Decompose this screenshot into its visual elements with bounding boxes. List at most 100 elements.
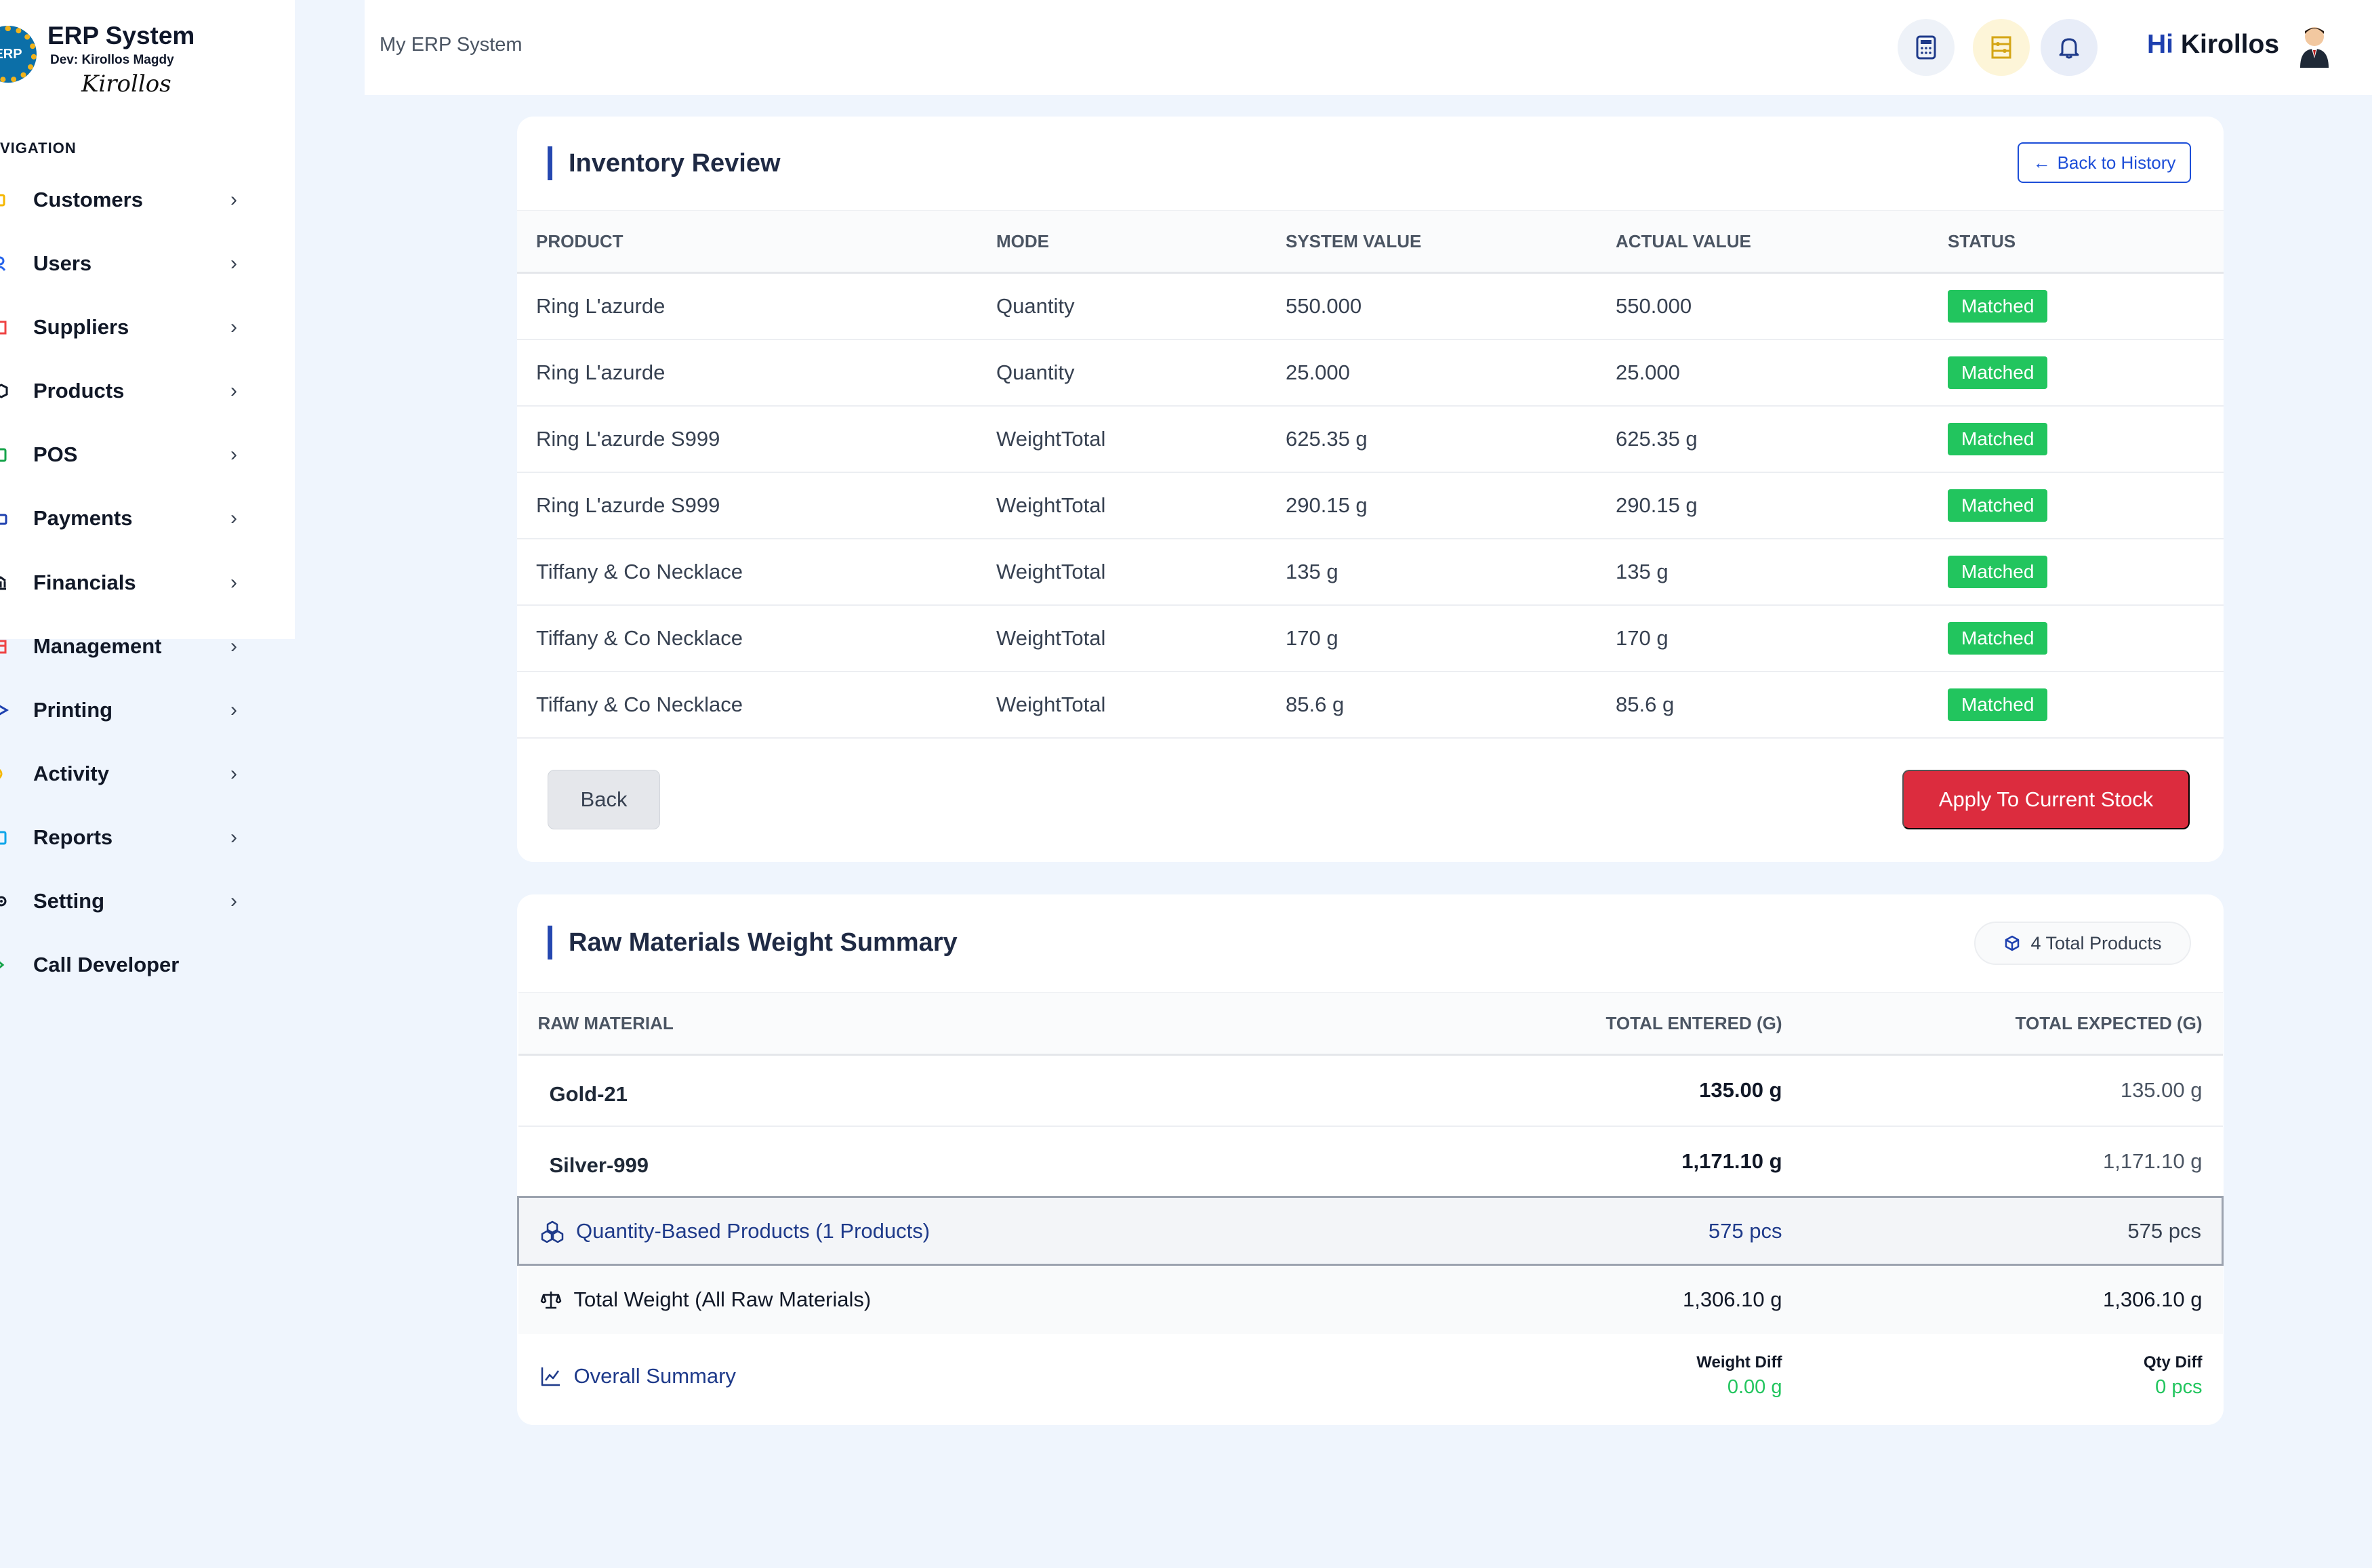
avatar[interactable] bbox=[2296, 24, 2333, 68]
abacus-button[interactable] bbox=[1973, 19, 2030, 76]
table-header-row: RAW MATERIAL TOTAL ENTERED (G) TOTAL EXP… bbox=[518, 992, 2223, 1056]
quantity-based-label-cell: Quantity-Based Products (1 Products) bbox=[517, 1196, 1383, 1266]
mode-cell: Quantity bbox=[996, 339, 1286, 407]
table-row: Silver-999 1,171.10 g 1,171.10 g bbox=[518, 1126, 2223, 1198]
brand[interactable]: ERP ERP System Dev: Kirollos Magdy Kirol… bbox=[0, 12, 203, 100]
entered-cell: 1,171.10 g bbox=[1382, 1126, 1782, 1198]
reports-icon bbox=[0, 830, 9, 845]
actual-value-cell: 290.15 g bbox=[1616, 472, 1948, 539]
product-cell: Tiffany & Co Necklace bbox=[517, 538, 996, 606]
calculator-button[interactable] bbox=[1898, 19, 1955, 76]
qty-diff-value: 0 pcs bbox=[2155, 1376, 2203, 1398]
financials-icon bbox=[0, 575, 9, 590]
material-name-cell: Gold-21 bbox=[518, 1054, 1383, 1127]
sidebar-item-reports[interactable]: Reports › bbox=[0, 817, 258, 858]
sidebar-item-financials[interactable]: Financials › bbox=[0, 562, 258, 603]
actual-value-cell: 170 g bbox=[1616, 604, 1948, 672]
raw-materials-card: Raw Materials Weight Summary 4 Total Pro… bbox=[517, 894, 2224, 1425]
erp-logo-icon: ERP bbox=[0, 26, 37, 83]
actual-value-cell: 135 g bbox=[1616, 538, 1948, 606]
total-weight-row: Total Weight (All Raw Materials) 1,306.1… bbox=[518, 1264, 2223, 1334]
sidebar-item-label: Users bbox=[33, 251, 92, 275]
sidebar-item-setting[interactable]: Setting › bbox=[0, 881, 258, 922]
entered-cell: 575 pcs bbox=[1382, 1196, 1782, 1266]
bell-icon bbox=[2059, 38, 2079, 59]
sidebar-item-label: Printing bbox=[33, 698, 113, 722]
notifications-button[interactable] bbox=[2041, 19, 2098, 76]
column-header-raw-material: RAW MATERIAL bbox=[518, 992, 1383, 1056]
actual-value-cell: 85.6 g bbox=[1616, 671, 1948, 739]
status-cell: Matched bbox=[1948, 272, 2224, 340]
weight-diff-value: 0.00 g bbox=[1727, 1376, 1782, 1398]
sidebar-item-suppliers[interactable]: Suppliers › bbox=[0, 307, 258, 348]
sidebar: ERP ERP System Dev: Kirollos Magdy Kirol… bbox=[0, 0, 295, 976]
sidebar-item-call-developer[interactable]: Call Developer bbox=[0, 945, 258, 985]
user-name: Kirollos bbox=[2180, 30, 2280, 59]
sidebar-item-label: Products bbox=[33, 379, 125, 403]
system-value-cell: 135 g bbox=[1286, 538, 1616, 606]
mode-cell: WeightTotal bbox=[996, 671, 1286, 739]
quantity-based-label: Quantity-Based Products (1 Products) bbox=[576, 1218, 931, 1243]
calculator-icon bbox=[1916, 35, 1936, 60]
weight-diff-label: Weight Diff bbox=[1696, 1353, 1782, 1371]
apply-to-current-stock-button[interactable]: Apply To Current Stock bbox=[1902, 770, 2190, 829]
sidebar-item-pos[interactable]: POS › bbox=[0, 434, 258, 475]
column-header-status: STATUS bbox=[1948, 210, 2224, 274]
abacus-icon bbox=[1991, 36, 2011, 59]
table-row: Ring L'azurde S999 WeightTotal 290.15 g … bbox=[517, 472, 2224, 539]
sidebar-item-printing[interactable]: Printing › bbox=[0, 690, 258, 730]
sidebar-item-label: Financials bbox=[33, 571, 136, 594]
status-badge: Matched bbox=[1948, 422, 2048, 455]
entered-cell: 135.00 g bbox=[1382, 1054, 1782, 1127]
qty-diff-cell: Qty Diff 0 pcs bbox=[1782, 1334, 2223, 1418]
mode-cell: WeightTotal bbox=[996, 405, 1286, 473]
chevron-right-icon: › bbox=[230, 699, 237, 721]
brand-dev-credit: Dev: Kirollos Magdy bbox=[50, 53, 174, 67]
chart-line-icon bbox=[541, 1367, 560, 1386]
actual-value-cell: 625.35 g bbox=[1616, 405, 1948, 473]
overall-summary-label-cell: Overall Summary bbox=[518, 1334, 1383, 1418]
greeting-hi: Hi bbox=[2147, 30, 2173, 59]
sidebar-item-label: Reports bbox=[33, 825, 113, 849]
sidebar-item-customers[interactable]: Customers › bbox=[0, 180, 258, 220]
customers-icon bbox=[0, 192, 9, 207]
back-button[interactable]: Back bbox=[548, 770, 660, 829]
table-header-row: PRODUCT MODE SYSTEM VALUE ACTUAL VALUE S… bbox=[517, 210, 2224, 274]
status-badge: Matched bbox=[1948, 289, 2048, 323]
product-cell: Ring L'azurde bbox=[517, 272, 996, 340]
inventory-review-title: Inventory Review bbox=[548, 146, 781, 180]
status-badge: Matched bbox=[1948, 621, 2048, 655]
boxes-icon bbox=[541, 1220, 564, 1243]
sidebar-item-management[interactable]: Management › bbox=[0, 626, 258, 667]
status-badge: Matched bbox=[1948, 489, 2048, 522]
table-row: Gold-21 135.00 g 135.00 g bbox=[518, 1054, 2223, 1127]
status-badge: Matched bbox=[1948, 688, 2048, 721]
quantity-based-products-row[interactable]: Quantity-Based Products (1 Products) 575… bbox=[517, 1196, 2224, 1266]
sidebar-item-payments[interactable]: Payments › bbox=[0, 498, 258, 539]
chevron-right-icon: › bbox=[230, 188, 237, 211]
sidebar-item-label: Call Developer bbox=[33, 953, 180, 976]
entered-cell: 1,306.10 g bbox=[1382, 1264, 1782, 1334]
raw-materials-title: Raw Materials Weight Summary bbox=[548, 926, 958, 960]
chevron-right-icon: › bbox=[230, 379, 237, 402]
sidebar-item-users[interactable]: Users › bbox=[0, 243, 258, 284]
product-cell: Ring L'azurde S999 bbox=[517, 472, 996, 539]
sidebar-item-label: POS bbox=[33, 442, 78, 466]
total-weight-label: Total Weight (All Raw Materials) bbox=[573, 1287, 872, 1312]
column-header-system-value: SYSTEM VALUE bbox=[1286, 210, 1616, 274]
expected-cell: 575 pcs bbox=[1782, 1196, 2224, 1266]
system-value-cell: 85.6 g bbox=[1286, 671, 1616, 739]
setting-icon bbox=[0, 894, 9, 909]
sidebar-item-products[interactable]: Products › bbox=[0, 371, 258, 411]
back-to-history-button[interactable]: ← Back to History bbox=[2018, 142, 2191, 183]
actual-value-cell: 25.000 bbox=[1616, 339, 1948, 407]
column-header-total-expected: TOTAL EXPECTED (G) bbox=[1782, 992, 2223, 1056]
scale-icon bbox=[540, 1292, 561, 1309]
product-cell: Tiffany & Co Necklace bbox=[517, 604, 996, 672]
sidebar-item-activity[interactable]: Activity › bbox=[0, 754, 258, 794]
user-greeting: Hi Kirollos bbox=[2147, 30, 2279, 60]
system-value-cell: 170 g bbox=[1286, 604, 1616, 672]
actual-value-cell: 550.000 bbox=[1616, 272, 1948, 340]
activity-icon bbox=[0, 766, 9, 781]
mode-cell: Quantity bbox=[996, 272, 1286, 340]
